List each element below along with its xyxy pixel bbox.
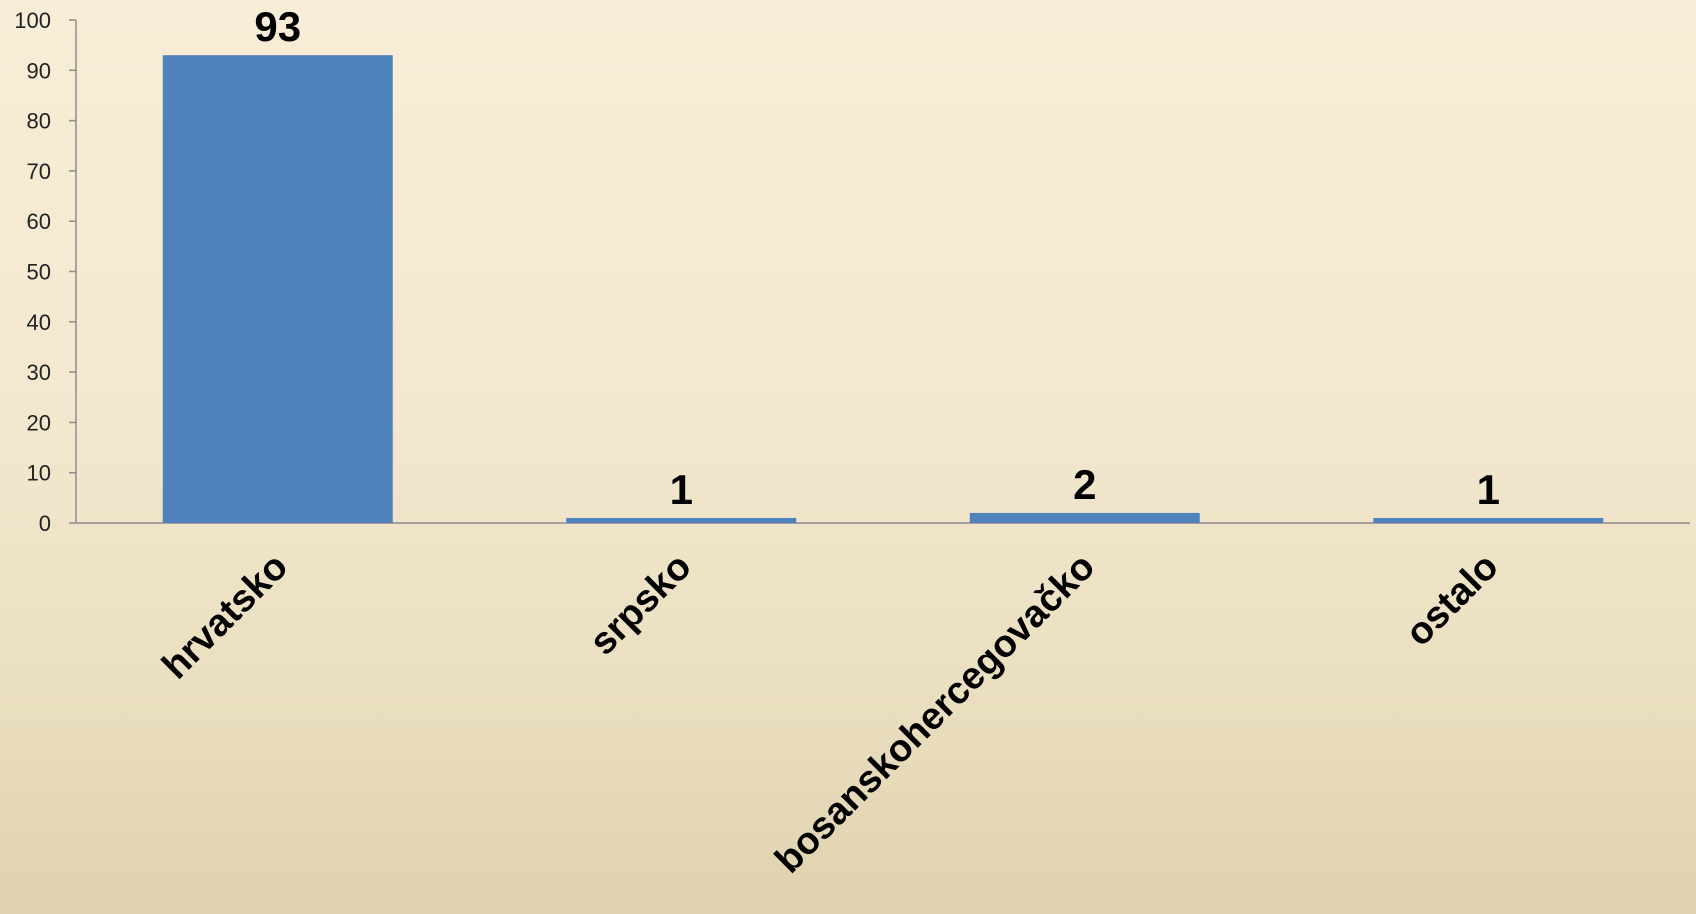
category-label-hrvatsko: hrvatsko <box>154 546 296 688</box>
data-label-srpsko: 1 <box>670 466 693 513</box>
y-tick-label: 70 <box>27 159 51 184</box>
y-tick-label: 90 <box>27 58 51 83</box>
bars <box>162 55 1604 524</box>
category-label-bosanskohercegovačko: bosanskohercegovačko <box>767 546 1103 882</box>
data-label-ostalo: 1 <box>1477 466 1500 513</box>
y-tick-label: 50 <box>27 260 51 285</box>
y-tick-label: 0 <box>39 511 51 536</box>
bar-srpsko <box>566 517 797 523</box>
y-tick-label: 10 <box>27 461 51 486</box>
data-labels: 93 1 2 1 <box>254 3 1500 513</box>
y-tick-label: 30 <box>27 360 51 385</box>
y-tick-label: 40 <box>27 310 51 335</box>
category-label-ostalo: ostalo <box>1398 546 1507 655</box>
data-label-hrvatsko: 93 <box>254 3 301 50</box>
bar-bosanskohercegovačko <box>969 512 1200 523</box>
data-label-bosanskohercegovačko: 2 <box>1073 461 1096 508</box>
category-labels: hrvatsko srpsko bosanskohercegovačko ostalo <box>154 546 1506 882</box>
y-tick-label: 100 <box>14 8 51 33</box>
y-axis: 0 10 20 30 40 50 60 70 80 90 100 <box>14 8 77 536</box>
y-tick-label: 60 <box>27 209 51 234</box>
bar-hrvatsko <box>162 55 393 524</box>
bar-ostalo <box>1373 517 1604 523</box>
y-tick-label: 20 <box>27 410 51 435</box>
y-tick-label: 80 <box>27 109 51 134</box>
category-label-srpsko: srpsko <box>582 546 700 664</box>
